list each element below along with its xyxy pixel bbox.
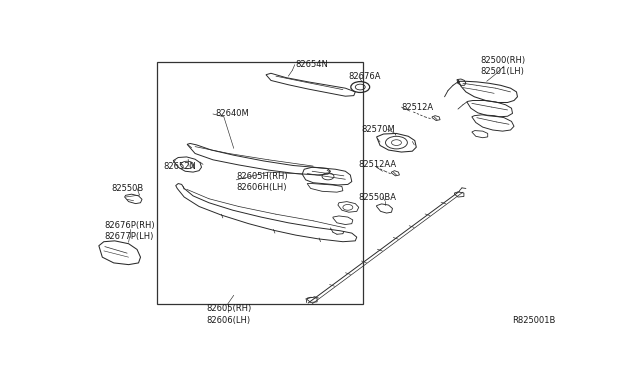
Text: 82652N: 82652N (163, 162, 196, 171)
Text: 82550BA: 82550BA (359, 193, 397, 202)
Text: 82676A: 82676A (349, 72, 381, 81)
Bar (157, 62, 363, 304)
Text: R825001B: R825001B (512, 316, 555, 325)
Text: 82605H(RH)
82606H(LH): 82605H(RH) 82606H(LH) (236, 171, 288, 192)
Text: 82640M: 82640M (215, 109, 249, 118)
Text: 82570M: 82570M (362, 125, 396, 134)
Text: 82605(RH)
82606(LH): 82605(RH) 82606(LH) (207, 304, 252, 324)
Text: 82512AA: 82512AA (359, 160, 397, 169)
Text: 82676P(RH)
82677P(LH): 82676P(RH) 82677P(LH) (105, 221, 156, 241)
Text: 82654N: 82654N (296, 60, 328, 68)
Text: 82550B: 82550B (111, 184, 143, 193)
Text: 82512A: 82512A (401, 103, 433, 112)
Text: 82500(RH)
82501(LH): 82500(RH) 82501(LH) (481, 56, 526, 76)
